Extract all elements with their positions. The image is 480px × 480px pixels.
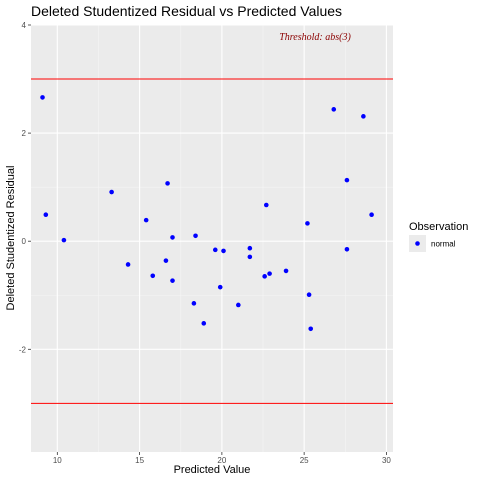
data-point	[283, 268, 289, 274]
plot-panel	[31, 25, 393, 452]
y-tick-label: 2	[22, 129, 27, 138]
legend-marker	[415, 241, 420, 246]
x-tick-label: 20	[217, 456, 226, 465]
data-points	[40, 95, 374, 332]
data-point	[109, 189, 114, 195]
y-tick-label: -2	[19, 345, 27, 354]
data-point	[264, 202, 269, 208]
data-point	[43, 212, 49, 218]
data-point	[267, 271, 272, 276]
x-axis-ticks: 10 15 20 25 30	[53, 452, 391, 465]
data-point	[201, 321, 207, 326]
data-point	[369, 212, 374, 218]
data-point	[61, 237, 67, 243]
data-point	[193, 233, 198, 239]
data-point	[344, 247, 350, 252]
data-point	[165, 181, 170, 186]
y-axis-ticks: -2 0 2 4	[19, 21, 31, 354]
threshold-annotation: Threshold: abs(3)	[279, 32, 351, 43]
legend-title: Observation	[409, 221, 468, 233]
data-point	[125, 262, 131, 267]
y-tick-label: 0	[22, 237, 27, 246]
data-point	[170, 235, 175, 240]
data-point	[163, 258, 169, 263]
data-point	[306, 292, 312, 298]
x-tick-label: 10	[53, 456, 62, 465]
data-point	[308, 326, 314, 332]
data-point	[247, 254, 253, 260]
data-point	[40, 95, 45, 100]
data-point	[221, 248, 226, 254]
data-point	[170, 278, 175, 283]
data-point	[212, 247, 218, 253]
threshold-lines	[31, 78, 393, 404]
legend-label-normal: normal	[431, 240, 456, 249]
chart-title: Deleted Studentized Residual vs Predicte…	[31, 3, 342, 19]
x-axis-label: Predicted Value	[174, 464, 251, 476]
data-point	[331, 107, 337, 112]
data-point	[247, 245, 253, 251]
major-gridlines	[31, 24, 393, 452]
data-point	[262, 274, 267, 279]
y-axis-label: Deleted Studentized Residual	[5, 166, 17, 311]
data-point	[305, 221, 310, 226]
legend: Observation normal	[409, 221, 468, 252]
data-point	[143, 217, 149, 223]
data-point	[236, 302, 241, 308]
data-point	[150, 273, 156, 279]
x-tick-label: 15	[135, 456, 144, 465]
data-point	[191, 301, 197, 306]
x-tick-label: 30	[382, 456, 391, 465]
data-point	[344, 177, 350, 183]
data-point	[361, 114, 366, 119]
data-point	[217, 284, 223, 290]
y-tick-label: 4	[22, 21, 27, 30]
x-tick-label: 25	[300, 456, 309, 465]
